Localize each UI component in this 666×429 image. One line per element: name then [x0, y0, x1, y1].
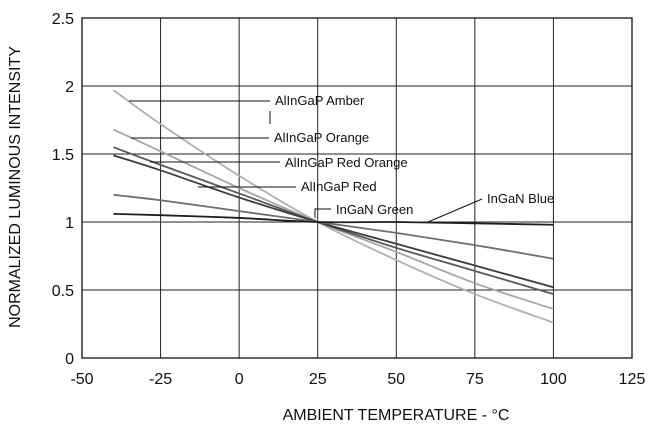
x-tick-label: -50 — [70, 371, 93, 388]
series-label-alingap-orange: AlInGaP Orange — [274, 130, 369, 145]
grid — [81, 17, 633, 359]
series-label-ingan-green: InGaN Green — [336, 202, 413, 217]
label-leader-lines — [129, 100, 483, 223]
y-tick-label: 1 — [65, 215, 74, 232]
y-tick-label: 2 — [65, 79, 74, 96]
series-lines — [112, 89, 554, 324]
series-labels: AlInGaP Amber AlInGaP Orange AlInGaP Red O… — [274, 93, 554, 217]
series-line-ingan-blue — [113, 212, 554, 226]
series-label-alingap-red-orange: AlInGaP Red Orange — [285, 155, 408, 170]
tick-labels: -50 -25 0 25 50 75 100 125 0 0.5 1 1.5 2 2.5 — [52, 11, 646, 388]
series-label-alingap-red: AlInGaP Red — [301, 179, 377, 194]
x-tick-label: 125 — [619, 371, 646, 388]
x-tick-label: 25 — [309, 371, 327, 388]
plot-frame — [81, 17, 633, 359]
x-tick-label: 75 — [466, 371, 484, 388]
x-axis-title: AMBIENT TEMPERATURE - °C — [283, 407, 510, 424]
x-tick-label: -25 — [149, 371, 172, 388]
x-tick-label: 0 — [235, 371, 244, 388]
x-tick-label: 50 — [387, 371, 405, 388]
y-tick-label: 2.5 — [52, 11, 74, 28]
leader-line-ingan-green — [314, 208, 331, 218]
series-label-ingan-blue: InGaN Blue — [487, 191, 554, 206]
y-tick-label: 0.5 — [52, 283, 74, 300]
series-label-alingap-amber: AlInGaP Amber — [275, 93, 365, 108]
x-tick-label: 100 — [540, 371, 567, 388]
y-tick-label: 1.5 — [52, 147, 74, 164]
y-tick-label: 0 — [65, 351, 74, 368]
leader-line-ingan-blue — [427, 198, 483, 223]
y-axis-title: NORMALIZED LUMINOUS INTENSITY — [7, 46, 24, 328]
